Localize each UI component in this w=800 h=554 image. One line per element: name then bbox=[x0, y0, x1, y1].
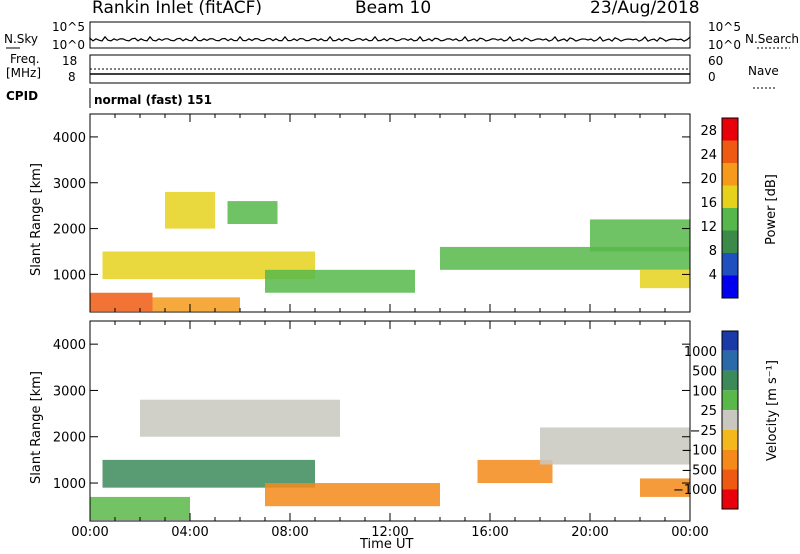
velocity-colorbar-cell-0 bbox=[722, 331, 738, 351]
beam-label: Beam 10 bbox=[355, 0, 432, 18]
power-colorbar-tick-4: 20 bbox=[700, 172, 717, 187]
xtick-label-6: 00:00 bbox=[671, 525, 708, 540]
power-colorbar-cell-1 bbox=[722, 253, 738, 276]
scatter-region-0-7 bbox=[590, 219, 690, 252]
velocity-colorbar-tick-3: 25 bbox=[700, 404, 717, 419]
power-colorbar-tick-5: 24 bbox=[700, 148, 717, 163]
velocity-colorbar-frame bbox=[721, 330, 739, 510]
nsky-label: N.Sky bbox=[4, 32, 39, 46]
velocity-colorbar-cell-5 bbox=[722, 429, 738, 450]
xtick-label-0: 00:00 bbox=[71, 525, 108, 540]
ytick-label-0-0: 1000 bbox=[53, 268, 86, 283]
power-colorbar-cell-5 bbox=[722, 163, 738, 186]
freq-label-2: [MHz] bbox=[6, 66, 42, 80]
velocity-colorbar-tick-5: −100 bbox=[681, 444, 717, 459]
velocity-colorbar-cell-3 bbox=[722, 390, 738, 411]
freq-tick-bottom: 8 bbox=[68, 70, 76, 84]
velocity-colorbar-cell-4 bbox=[722, 410, 738, 430]
noise-trace bbox=[89, 35, 691, 42]
power-colorbar-tick-6: 28 bbox=[700, 124, 717, 139]
nave-label: Nave bbox=[748, 64, 779, 78]
velocity-colorbar-tick-6: −500 bbox=[681, 463, 717, 478]
xtick-label-1: 04:00 bbox=[171, 525, 208, 540]
nsearch-tick-bottom: 10^0 bbox=[708, 38, 741, 52]
xtick-label-3: 12:00 bbox=[371, 525, 408, 540]
scatter-region-0-4 bbox=[227, 201, 278, 224]
velocity-colorbar-cell-7 bbox=[722, 469, 738, 490]
scatter-region-1-5 bbox=[540, 427, 690, 465]
power-colorbar-tick-0: 4 bbox=[709, 268, 717, 283]
x-axis-title: Time UT bbox=[360, 537, 414, 552]
ytick-label-0-1: 2000 bbox=[53, 223, 86, 238]
scatter-region-1-2 bbox=[90, 496, 190, 521]
ytick-label-1-3: 4000 bbox=[53, 338, 86, 353]
ytick-label-0-3: 4000 bbox=[53, 131, 86, 146]
cpid-mode: normal (fast) 151 bbox=[94, 93, 212, 107]
scatter-region-0-8 bbox=[640, 269, 690, 289]
scatter-region-1-6 bbox=[640, 478, 690, 497]
ytick-label-1-2: 3000 bbox=[53, 384, 86, 399]
freq-label-1: Freq. bbox=[10, 52, 40, 66]
velocity-colorbar-cell-1 bbox=[722, 350, 738, 371]
scatter-region-1-4 bbox=[477, 459, 553, 484]
power-colorbar-cell-6 bbox=[722, 140, 738, 163]
noise-panel bbox=[89, 21, 691, 49]
velocity-colorbar-cell-8 bbox=[722, 489, 738, 509]
xtick-label-4: 16:00 bbox=[471, 525, 508, 540]
power-colorbar-tick-3: 16 bbox=[700, 196, 717, 211]
power-colorbar-cell-2 bbox=[722, 230, 738, 253]
power-colorbar-cell-0 bbox=[722, 275, 738, 298]
velocity-colorbar-tick-2: 100 bbox=[692, 384, 717, 399]
xtick-label-5: 20:00 bbox=[571, 525, 608, 540]
scatter-region-1-1 bbox=[140, 399, 340, 437]
nsky-tick-bottom: 10^0 bbox=[52, 38, 85, 52]
scatter-region-0-3 bbox=[165, 191, 215, 229]
scatter-region-1-3 bbox=[265, 483, 440, 507]
scatter-region-0-1 bbox=[152, 297, 240, 312]
date-label: 23/Aug/2018 bbox=[590, 0, 700, 18]
nsearch-label: N.Search bbox=[745, 32, 800, 46]
scatter-region-0-0 bbox=[90, 292, 153, 312]
ytick-label-1-0: 1000 bbox=[53, 477, 86, 492]
cpid-label: CPID bbox=[6, 89, 39, 103]
power-colorbar-tick-1: 8 bbox=[709, 244, 717, 259]
ytick-label-0-2: 3000 bbox=[53, 177, 86, 192]
xtick-label-2: 08:00 bbox=[271, 525, 308, 540]
power-colorbar-cell-4 bbox=[722, 185, 738, 208]
velocity-colorbar-tick-7: −1000 bbox=[673, 483, 717, 498]
nsky-tick-top: 10^5 bbox=[52, 20, 85, 34]
power-colorbar-tick-2: 12 bbox=[700, 220, 717, 235]
velocity-colorbar-cell-2 bbox=[722, 370, 738, 391]
power-colorbar-frame bbox=[721, 117, 739, 299]
nave-tick-top: 60 bbox=[708, 54, 724, 68]
power-colorbar-cell-7 bbox=[722, 118, 738, 141]
velocity-colorbar-cell-6 bbox=[722, 449, 738, 470]
station-title: Rankin Inlet (fitACF) bbox=[92, 0, 263, 18]
velocity-colorbar-tick-1: 500 bbox=[692, 365, 717, 380]
scatter-region-1-0 bbox=[102, 459, 315, 488]
power-colorbar-cell-3 bbox=[722, 208, 738, 231]
scatter-region-0-5 bbox=[265, 269, 415, 293]
ytick-label-1-1: 2000 bbox=[53, 431, 86, 446]
scatter-region-0-6 bbox=[440, 246, 690, 270]
velocity-colorbar-tick-0: 1000 bbox=[684, 345, 717, 360]
nave-tick-bottom: 0 bbox=[708, 70, 716, 84]
nsearch-tick-top: 10^5 bbox=[708, 20, 741, 34]
freq-tick-top: 18 bbox=[62, 54, 78, 68]
velocity-colorbar-tick-4: −25 bbox=[690, 424, 717, 439]
